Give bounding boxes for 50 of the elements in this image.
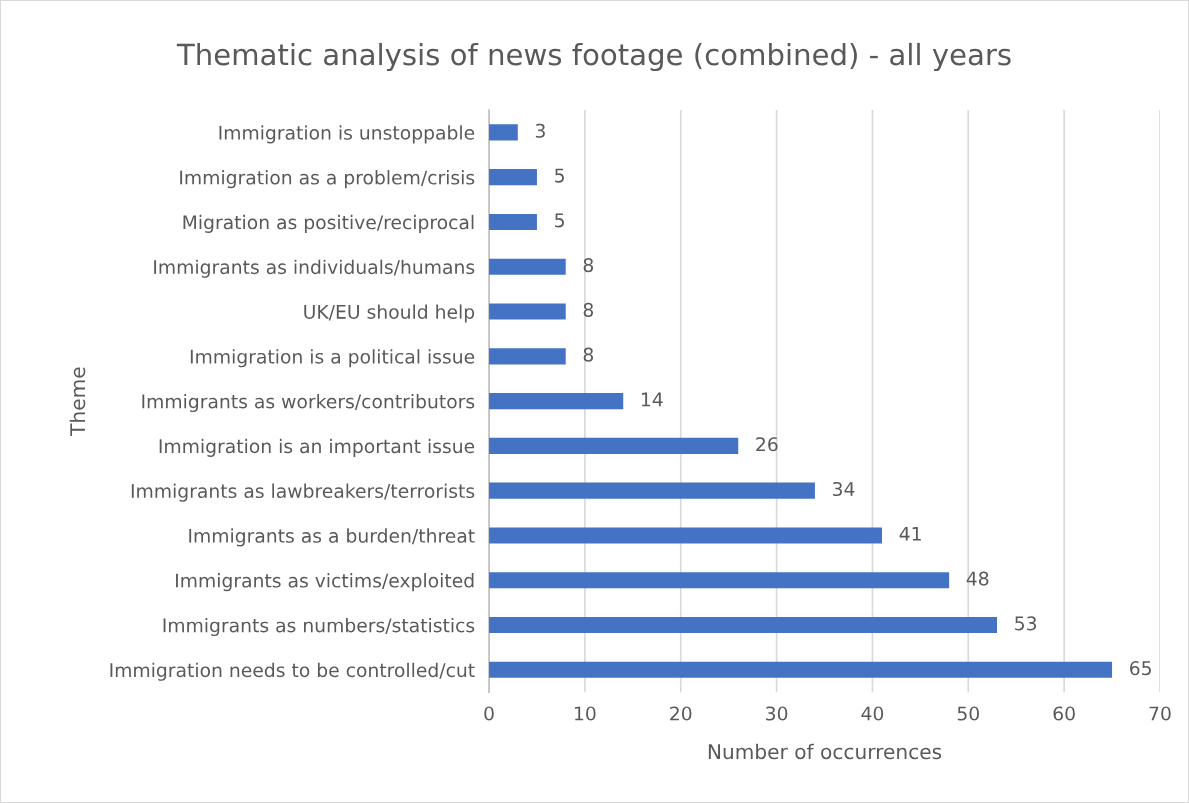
bar [489, 348, 566, 365]
data-label: 8 [583, 347, 594, 362]
chart-title: Thematic analysis of news footage (combined) - all years [176, 42, 1011, 72]
bar [489, 437, 739, 454]
x-tick-label: 0 [484, 706, 494, 721]
data-label: 48 [966, 571, 989, 586]
y-tick-label: Immigrants as lawbreakers/terrorists [131, 483, 475, 502]
data-label: 53 [1015, 616, 1037, 631]
x-tick-label: 10 [575, 706, 596, 721]
y-tick-label: Immigrants as numbers/statistics [163, 617, 475, 637]
x-tick-label: 30 [766, 706, 788, 721]
data-label: 3 [535, 123, 545, 138]
x-axis-title: Number of occurrences [708, 743, 942, 760]
y-tick-label: Immigration is unstoppable [219, 125, 475, 144]
y-tick-label: Immigration is an important issue [159, 438, 475, 457]
y-tick-label: Immigrants as workers/contributors [142, 393, 475, 413]
bar [489, 258, 566, 275]
data-label: 5 [555, 168, 564, 183]
y-tick-label: Immigrants as victims/exploited [176, 573, 474, 592]
y-tick-label: Migration as positive/reciprocal [183, 214, 474, 233]
y-tick-label: Immigrants as individuals/humans [154, 259, 475, 278]
x-tick-label: 60 [1053, 706, 1075, 721]
bar [489, 169, 537, 186]
data-label: 14 [641, 392, 663, 407]
bar [489, 661, 1113, 678]
bar [489, 572, 950, 589]
y-tick-label: Immigrants as a burden/threat [189, 528, 475, 547]
x-tick-label: 70 [1149, 706, 1171, 721]
y-tick-label: UK/EU should help [304, 304, 475, 323]
data-label: 8 [583, 302, 594, 317]
data-label: 34 [833, 481, 855, 497]
bar [489, 482, 815, 499]
bar [489, 213, 537, 231]
y-axis-title: Theme [69, 367, 86, 436]
data-label: 26 [756, 437, 778, 452]
y-tick-label: Immigration needs to be controlled/cut [110, 662, 475, 681]
bar [489, 124, 518, 141]
x-tick-label: 50 [957, 706, 979, 721]
bar [489, 393, 624, 410]
x-tick-label: 20 [670, 706, 692, 721]
x-tick-label: 40 [861, 706, 884, 721]
y-tick-label: Immigration is a political issue [190, 349, 475, 368]
data-label: 41 [899, 526, 921, 541]
bar [489, 616, 998, 634]
bar [489, 303, 566, 320]
bar [489, 527, 883, 544]
data-label: 65 [1130, 661, 1151, 676]
y-tick-label: Immigration as a problem/crisis [180, 170, 475, 189]
data-label: 8 [583, 258, 594, 273]
data-label: 5 [555, 213, 564, 228]
